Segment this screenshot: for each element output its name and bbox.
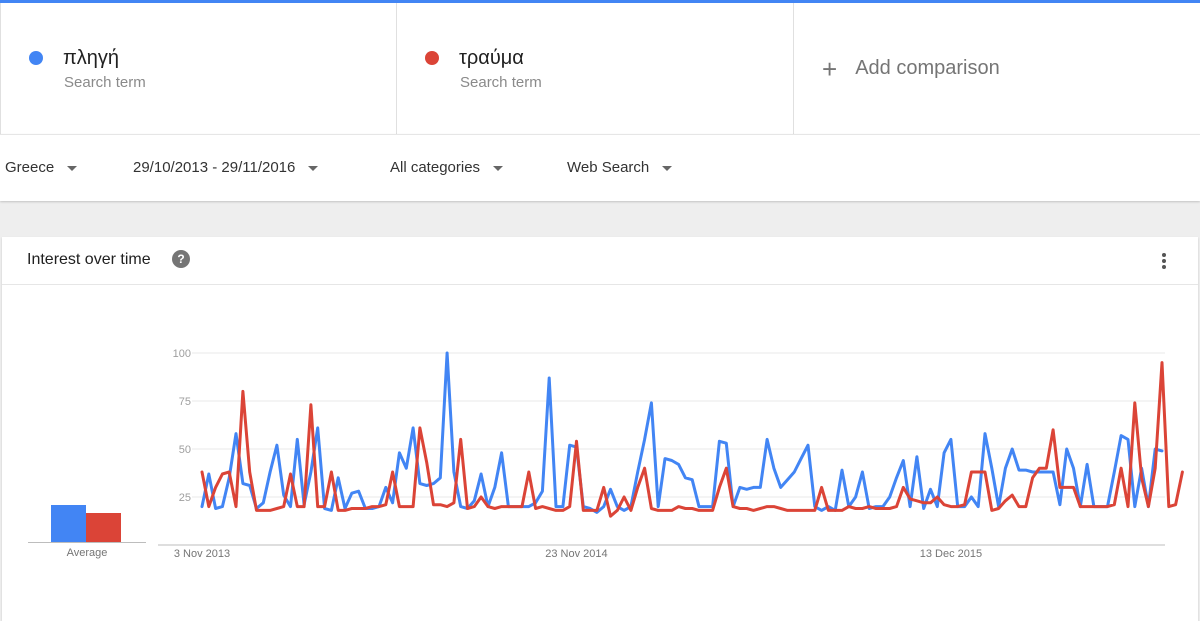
average-baseline	[28, 542, 146, 543]
y-tick-label: 100	[173, 348, 191, 360]
x-tick-label: 13 Dec 2015	[920, 548, 982, 560]
date-range-value: 29/10/2013 - 29/11/2016	[133, 159, 296, 176]
comparison-terms-bar: πληγή Search term τραύμα Search term + A…	[0, 3, 1200, 134]
series-line-1	[200, 351, 1164, 514]
category-dropdown[interactable]: All categories	[390, 159, 504, 176]
x-tick-label: 23 Nov 2014	[545, 548, 607, 560]
caret-down-icon	[67, 165, 78, 171]
interest-over-time-card: Interest over time ? Average 25 50 75 100 3 …	[2, 237, 1198, 621]
term-card-1[interactable]: πληγή Search term	[0, 3, 397, 134]
term-card-2[interactable]: τραύμα Search term	[397, 3, 794, 134]
search-type-dropdown[interactable]: Web Search	[567, 159, 673, 176]
add-comparison-button[interactable]: + Add comparison	[794, 3, 1200, 134]
region-value: Greece	[5, 159, 55, 176]
date-range-dropdown[interactable]: 29/10/2013 - 29/11/2016	[133, 159, 319, 176]
term-name-1: πληγή	[63, 47, 120, 69]
term-color-dot-1	[29, 51, 43, 65]
more-vert-icon[interactable]	[1156, 251, 1172, 271]
top-accent-bar	[0, 0, 1200, 3]
series-line-2	[200, 361, 1184, 518]
add-comparison-label: Add comparison	[855, 57, 1000, 79]
average-label: Average	[66, 547, 108, 559]
filter-bar: Greece 29/10/2013 - 29/11/2016 All categ…	[0, 134, 1200, 201]
card-header: Interest over time ?	[2, 237, 1198, 285]
average-bar-travma	[86, 513, 121, 542]
help-icon[interactable]: ?	[172, 250, 190, 268]
term-subtitle-1: Search term	[64, 74, 146, 91]
card-title: Interest over time	[27, 251, 151, 268]
plus-icon: +	[822, 53, 838, 84]
interest-line-chart: 25 50 75 100 3 Nov 2013 23 Nov 2014 13 Dec 201…	[158, 348, 1184, 560]
term-subtitle-2: Search term	[460, 74, 542, 91]
term-name-2: τραύμα	[459, 47, 524, 69]
caret-down-icon	[308, 165, 319, 171]
average-bar-plige	[51, 505, 86, 542]
y-tick-label: 25	[179, 492, 191, 504]
region-dropdown[interactable]: Greece	[5, 159, 78, 176]
y-tick-label: 75	[179, 396, 191, 408]
category-value: All categories	[390, 159, 481, 176]
term-color-dot-2	[425, 51, 439, 65]
x-tick-label: 3 Nov 2013	[174, 548, 230, 560]
search-type-value: Web Search	[567, 159, 650, 176]
caret-down-icon	[493, 165, 504, 171]
caret-down-icon	[662, 165, 673, 171]
y-tick-label: 50	[179, 444, 191, 456]
